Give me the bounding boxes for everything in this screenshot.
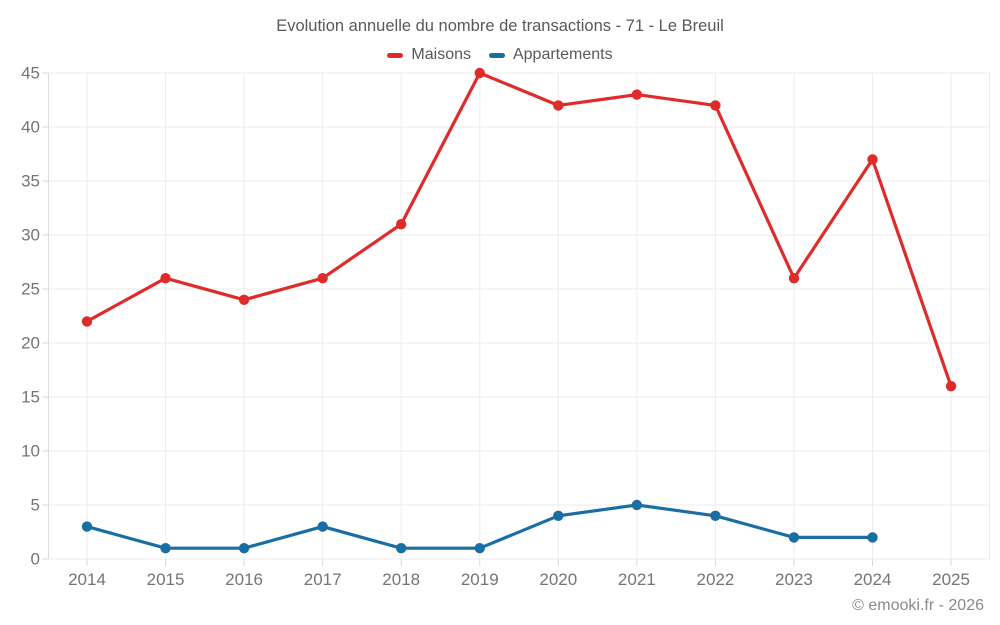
x-axis-label: 2025 [932,570,970,589]
data-point-appartements [238,543,250,554]
y-axis-label: 10 [21,442,40,461]
y-axis-label: 30 [21,226,40,245]
legend-label-maisons: Maisons [411,46,471,63]
data-point-appartements [710,510,721,521]
data-point-appartements [788,532,800,543]
y-axis-label: 25 [21,280,40,299]
data-point-appartements [867,532,878,543]
data-point-maisons [238,294,250,305]
data-point-appartements [553,510,564,521]
data-point-maisons [788,273,800,284]
data-point-appartements [396,543,407,554]
data-point-maisons [317,273,328,284]
data-point-maisons [474,67,485,79]
data-point-maisons [81,316,93,327]
x-axis-label: 2019 [461,570,499,589]
y-axis-label: 15 [21,388,40,407]
x-axis-label: 2017 [304,570,342,589]
x-axis-label: 2018 [382,570,420,589]
appartements-swatch-icon [488,52,505,58]
data-point-maisons [631,89,643,100]
y-axis-label: 20 [21,334,40,353]
copyright: © emooki.fr - 2026 [852,597,984,614]
y-axis-label: 40 [21,118,40,137]
legend-item-appartements[interactable]: Appartements [488,46,613,64]
x-axis-label: 2014 [68,570,106,589]
legend: Maisons Appartements [0,46,1000,64]
maisons-swatch-icon [387,52,404,58]
data-point-appartements [631,499,643,511]
y-axis-label: 5 [31,496,40,515]
y-axis-label: 45 [21,64,40,83]
data-point-maisons [945,381,957,392]
x-axis-label: 2023 [775,570,813,589]
x-axis-label: 2015 [147,570,185,589]
legend-label-appartements: Appartements [512,46,613,63]
data-point-maisons [867,154,878,165]
series-line-maisons [85,71,953,388]
x-axis-label: 2020 [539,570,577,589]
x-axis-label: 2016 [225,570,263,589]
data-point-maisons [710,100,721,111]
x-axis-label: 2024 [854,570,892,589]
data-point-appartements [317,521,328,532]
x-axis-label: 2021 [618,570,656,589]
data-point-appartements [160,543,171,554]
legend-item-maisons[interactable]: Maisons [387,46,471,64]
y-axis-label: 35 [21,172,40,191]
chart-title: Evolution annuelle du nombre de transact… [276,17,724,35]
x-axis-label: 2022 [696,570,734,589]
data-point-appartements [474,543,485,554]
data-point-maisons [160,273,171,284]
data-point-maisons [553,100,564,111]
y-axis-label: 0 [31,550,40,569]
data-point-appartements [81,521,93,532]
data-point-maisons [396,219,407,230]
